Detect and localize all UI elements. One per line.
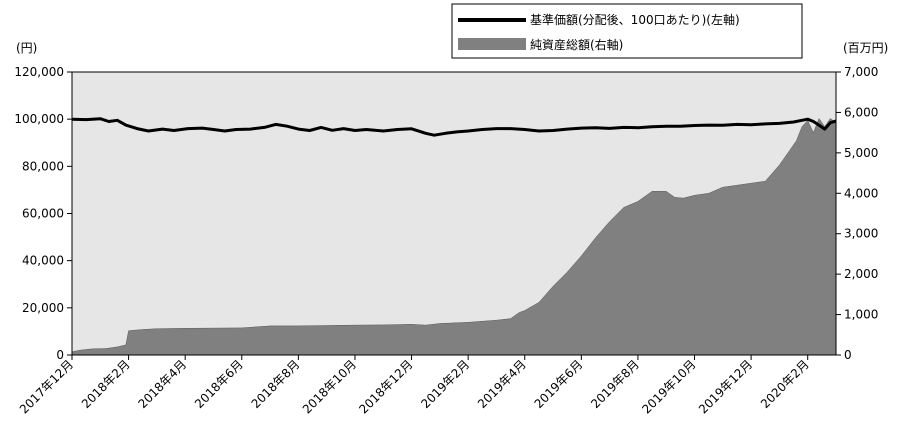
x-tick-label: 2019年2月 xyxy=(418,357,472,411)
x-tick-label: 2020年2月 xyxy=(758,357,812,411)
right-axis: 0 1,000 2,000 3,000 4,000 5,000 6,000 7,000 xyxy=(836,65,878,362)
x-tick-label: 2017年12月 xyxy=(17,357,76,416)
x-tick-label: 2018年8月 xyxy=(249,357,303,411)
left-axis-unit: (円) xyxy=(16,41,37,55)
left-axis: 0 20,000 40,000 60,000 80,000 100,000 120,000 xyxy=(14,65,72,362)
x-tick-label: 2018年4月 xyxy=(135,357,189,411)
x-tick-label: 2019年12月 xyxy=(696,357,755,416)
x-tick-label: 2018年2月 xyxy=(79,357,133,411)
left-tick-label: 120,000 xyxy=(14,65,64,79)
x-tick-label: 2019年8月 xyxy=(588,357,642,411)
legend-area-swatch xyxy=(458,38,526,50)
right-tick-label: 1,000 xyxy=(844,308,878,322)
right-tick-label: 3,000 xyxy=(844,227,878,241)
left-tick-label: 0 xyxy=(56,348,64,362)
right-tick-label: 6,000 xyxy=(844,105,878,119)
right-tick-label: 0 xyxy=(844,348,852,362)
legend-label-nav: 基準価額(分配後、100口あたり)(左軸) xyxy=(530,12,740,27)
right-axis-unit: (百万円) xyxy=(843,41,888,55)
x-tick-label: 2018年12月 xyxy=(356,357,415,416)
left-tick-label: 20,000 xyxy=(22,301,64,315)
legend-label-assets: 純資産総額(右軸) xyxy=(530,37,623,52)
left-tick-label: 60,000 xyxy=(22,207,64,221)
right-tick-label: 2,000 xyxy=(844,267,878,281)
x-tick-label: 2018年10月 xyxy=(300,357,359,416)
left-tick-label: 80,000 xyxy=(22,159,64,173)
x-tick-label: 2019年4月 xyxy=(475,357,529,411)
series-assets-area xyxy=(71,117,837,356)
right-tick-label: 4,000 xyxy=(844,186,878,200)
left-tick-label: 40,000 xyxy=(22,254,64,268)
series-nav-line xyxy=(71,117,837,137)
right-tick-label: 7,000 xyxy=(844,65,878,79)
x-tick-label: 2019年10月 xyxy=(639,357,698,416)
x-tick-label: 2018年6月 xyxy=(192,357,246,411)
left-tick-label: 100,000 xyxy=(14,112,64,126)
right-tick-label: 5,000 xyxy=(844,146,878,160)
x-axis: 2017年12月 2018年2月 2018年4月 2018年6月 2018年8月2018… xyxy=(17,355,812,416)
x-tick-label: 2019年6月 xyxy=(532,357,586,411)
